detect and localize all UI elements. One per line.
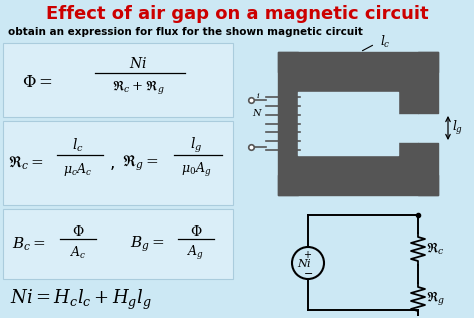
Text: $\Phi =$: $\Phi =$ (22, 73, 53, 91)
Text: $N$: $N$ (253, 107, 264, 117)
Text: $\Phi$: $\Phi$ (190, 224, 202, 238)
Text: $Ni = H_c l_c + H_g l_g$: $Ni = H_c l_c + H_g l_g$ (10, 288, 152, 312)
Text: $\mathfrak{R}_c =$: $\mathfrak{R}_c =$ (8, 154, 44, 172)
Text: $B_g =$: $B_g =$ (130, 234, 164, 254)
Text: $l_g$: $l_g$ (190, 135, 202, 155)
Text: $-$: $-$ (303, 267, 313, 277)
Text: $l_c$: $l_c$ (380, 34, 391, 50)
Text: $i$: $i$ (256, 91, 260, 100)
Text: $A_c$: $A_c$ (70, 245, 86, 261)
Text: $Ni$: $Ni$ (129, 57, 147, 72)
Text: $\mu_c A_c$: $\mu_c A_c$ (64, 162, 92, 178)
Text: $\mu_0 A_g$: $\mu_0 A_g$ (181, 161, 211, 179)
Text: $\mathfrak{R}_c$: $\mathfrak{R}_c$ (426, 241, 445, 257)
Text: $Ni$: $Ni$ (297, 257, 311, 269)
Text: $\mathfrak{R}_c + \mathfrak{R}_g$: $\mathfrak{R}_c + \mathfrak{R}_g$ (112, 79, 164, 97)
Text: $,$: $,$ (109, 154, 115, 172)
Text: obtain an expression for flux for the shown magnetic circuit: obtain an expression for flux for the sh… (8, 27, 363, 37)
FancyBboxPatch shape (3, 43, 233, 117)
Text: $l_g$: $l_g$ (452, 119, 463, 137)
Text: $\Phi$: $\Phi$ (72, 224, 84, 238)
Text: $\mathfrak{R}_g =$: $\mathfrak{R}_g =$ (122, 153, 159, 173)
Text: $B_c =$: $B_c =$ (12, 235, 46, 253)
Text: $+$: $+$ (303, 250, 312, 260)
FancyBboxPatch shape (3, 121, 233, 205)
Text: $A_g$: $A_g$ (187, 244, 205, 262)
Text: $l_c$: $l_c$ (72, 136, 84, 154)
Text: $\mathfrak{R}_g$: $\mathfrak{R}_g$ (426, 290, 445, 308)
FancyBboxPatch shape (3, 209, 233, 279)
Text: Effect of air gap on a magnetic circuit: Effect of air gap on a magnetic circuit (46, 5, 428, 23)
